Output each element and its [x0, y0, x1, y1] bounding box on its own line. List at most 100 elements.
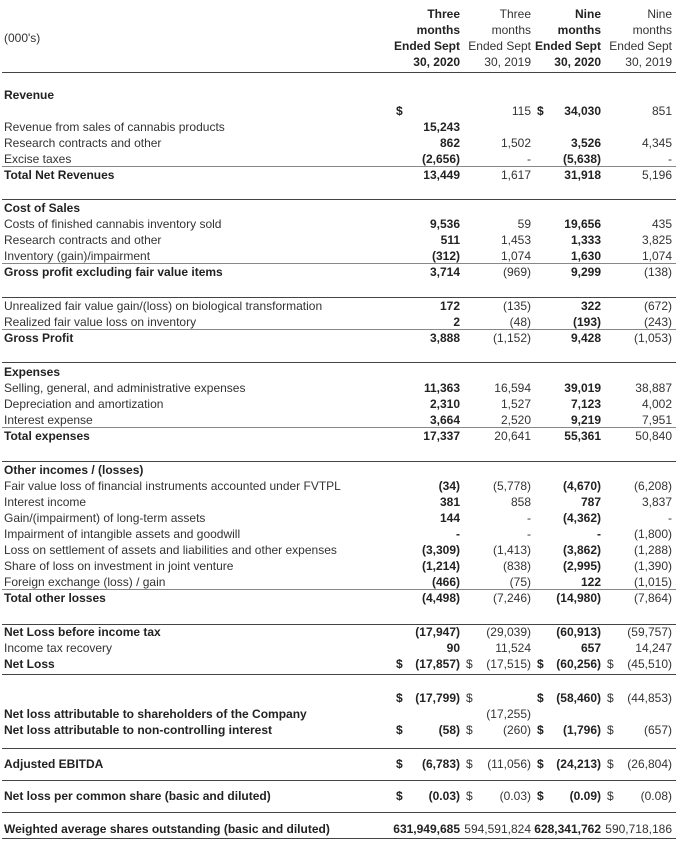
cell-value: (672) [643, 299, 672, 313]
currency-sign: $ [396, 723, 403, 737]
cell-value: (1,800) [633, 527, 672, 541]
cell-value: 11,363 [423, 381, 460, 395]
cell-value: 1,502 [500, 136, 531, 150]
cell-value: 4,002 [641, 397, 672, 411]
cell-value: (4,670) [562, 479, 601, 493]
cell-value: 3,664 [429, 413, 460, 427]
currency-sign: $ [396, 104, 403, 118]
cell-value: (11,056) [487, 757, 531, 771]
row-label: Loss on settlement of assets and liabili… [4, 543, 337, 557]
cell-value: 31,918 [564, 168, 601, 182]
cell-value: 55,361 [564, 429, 601, 443]
row-label: Depreciation and amortization [4, 397, 164, 411]
section-rule [2, 72, 676, 73]
cell-value: 511 [440, 233, 460, 247]
row-label: Unrealized fair value gain/(loss) on bio… [4, 299, 323, 313]
cell-value: (312) [431, 249, 460, 263]
cell-value: 20,641 [494, 429, 531, 443]
cell-value: 3,526 [570, 136, 601, 150]
row-label: Impairment of intangible assets and good… [4, 527, 241, 541]
currency-sign: $ [537, 104, 544, 118]
cell-value: 3,714 [429, 265, 460, 279]
currency-sign: $ [607, 657, 614, 671]
section-rule [2, 674, 676, 675]
total-label: Gross Profit [4, 331, 74, 345]
cell-value: (17,255) [486, 707, 531, 721]
total-label: Total other losses [4, 591, 106, 605]
row-label: Adjusted EBITDA [4, 757, 104, 771]
cell-value: 11,524 [495, 641, 531, 655]
section-heading: Revenue [4, 88, 55, 102]
cell-value: (838) [502, 559, 531, 573]
column-header: Ended Sept [468, 39, 531, 53]
cell-value: (1,796) [562, 723, 601, 737]
column-header: Ended Sept [609, 39, 672, 53]
cell-value: 9,428 [570, 331, 601, 345]
column-header: 30, 2019 [625, 55, 672, 69]
section-rule [2, 199, 676, 200]
cell-value: (60,256) [556, 657, 601, 671]
cell-value: 16,594 [494, 381, 531, 395]
cell-value: (2,656) [421, 152, 460, 166]
column-header: months [632, 23, 672, 37]
row-label: Interest expense [4, 413, 93, 427]
cell-value: 322 [580, 299, 601, 313]
cell-value: 3,825 [641, 233, 672, 247]
cell-value: (260) [502, 723, 531, 737]
cell-value: (1,015) [633, 575, 672, 589]
subtotal-rule [2, 427, 676, 428]
cell-value: 4,345 [641, 136, 672, 150]
currency-sign: $ [537, 723, 544, 737]
row-label: Excise taxes [4, 152, 72, 166]
row-label: Costs of finished cannabis inventory sol… [4, 217, 222, 231]
cell-value: 3,837 [641, 495, 672, 509]
cell-value: 14,247 [635, 641, 672, 655]
cell-value: 1,527 [500, 397, 531, 411]
cell-value: (1,214) [421, 559, 460, 573]
row-label: Income tax recovery [4, 641, 113, 655]
cell-value: (7,246) [492, 591, 531, 605]
cell-value: - [668, 511, 672, 525]
currency-sign: $ [537, 789, 544, 803]
currency-sign: $ [466, 723, 473, 737]
cell-value: (60,913) [556, 625, 601, 639]
row-label: Weighted average shares outstanding (bas… [4, 822, 330, 836]
cell-value: 1,617 [500, 168, 531, 182]
subtotal-rule [2, 589, 676, 590]
section-rule [2, 838, 676, 839]
cell-value: 590,718,186 [605, 822, 672, 836]
cell-value: (0.09) [569, 789, 601, 803]
currency-sign: $ [607, 691, 614, 705]
column-header: Three [427, 7, 460, 21]
cell-value: 858 [510, 495, 531, 509]
cell-value: (0.03) [428, 789, 460, 803]
cell-value: (24,213) [556, 757, 601, 771]
column-header: months [557, 23, 601, 37]
cell-value: (193) [572, 315, 601, 329]
row-label: Realized fair value loss on inventory [4, 315, 197, 329]
cell-value: 657 [580, 641, 601, 655]
cell-value: 1,630 [570, 249, 601, 263]
column-header: 30, 2019 [484, 55, 531, 69]
cell-value: 34,030 [564, 104, 601, 118]
cell-value: 381 [439, 495, 460, 509]
cell-value: 144 [439, 511, 460, 525]
cell-value: 3,888 [429, 331, 460, 345]
column-header: months [491, 23, 531, 37]
cell-value: (6,208) [633, 479, 672, 493]
column-header: months [416, 23, 460, 37]
cell-value: (17,515) [486, 657, 531, 671]
cell-value: (7,864) [633, 591, 672, 605]
cell-value: (2,995) [562, 559, 601, 573]
currency-sign: $ [466, 657, 473, 671]
cell-value: 90 [446, 641, 460, 655]
cell-value: - [456, 527, 460, 541]
cell-value: (34) [438, 479, 460, 493]
cell-value: (29,039) [486, 625, 531, 639]
section-heading: Other incomes / (losses) [4, 463, 144, 477]
section-rule [2, 780, 676, 781]
cell-value: 15,243 [423, 120, 460, 134]
cell-value: (45,510) [627, 657, 672, 671]
cell-value: (4,362) [562, 511, 601, 525]
